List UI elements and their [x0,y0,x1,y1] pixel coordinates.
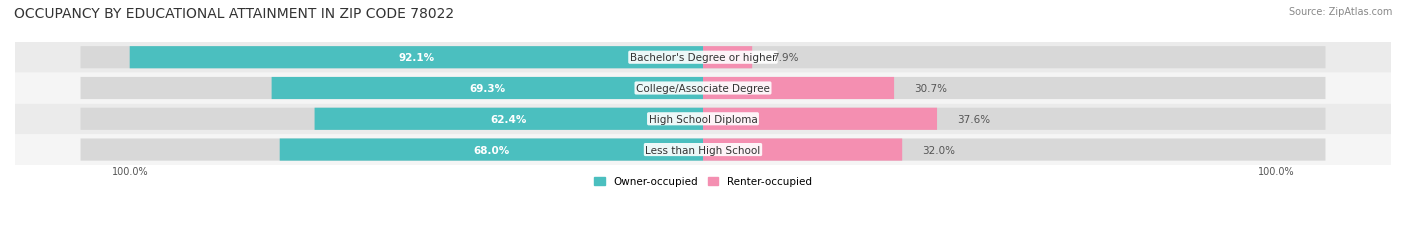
FancyBboxPatch shape [15,43,1391,73]
FancyBboxPatch shape [80,78,703,100]
FancyBboxPatch shape [15,135,1391,165]
FancyBboxPatch shape [15,104,1391,135]
FancyBboxPatch shape [80,139,703,161]
FancyBboxPatch shape [15,73,1391,104]
FancyBboxPatch shape [703,139,1326,161]
Text: 37.6%: 37.6% [956,114,990,124]
FancyBboxPatch shape [129,47,703,69]
FancyBboxPatch shape [703,108,1326,130]
FancyBboxPatch shape [271,78,703,100]
FancyBboxPatch shape [80,47,703,69]
Text: Source: ZipAtlas.com: Source: ZipAtlas.com [1288,7,1392,17]
FancyBboxPatch shape [703,47,752,69]
FancyBboxPatch shape [703,78,1326,100]
FancyBboxPatch shape [315,108,703,130]
FancyBboxPatch shape [703,78,894,100]
Text: 32.0%: 32.0% [922,145,955,155]
Text: 68.0%: 68.0% [474,145,509,155]
FancyBboxPatch shape [703,139,903,161]
Text: 92.1%: 92.1% [398,53,434,63]
Text: OCCUPANCY BY EDUCATIONAL ATTAINMENT IN ZIP CODE 78022: OCCUPANCY BY EDUCATIONAL ATTAINMENT IN Z… [14,7,454,21]
FancyBboxPatch shape [80,108,703,130]
FancyBboxPatch shape [703,108,936,130]
Text: College/Associate Degree: College/Associate Degree [636,84,770,94]
Text: 7.9%: 7.9% [772,53,799,63]
FancyBboxPatch shape [703,47,1326,69]
FancyBboxPatch shape [280,139,703,161]
Text: 100.0%: 100.0% [111,167,148,177]
Text: 62.4%: 62.4% [491,114,527,124]
Text: 100.0%: 100.0% [1258,167,1295,177]
Text: High School Diploma: High School Diploma [648,114,758,124]
Text: Bachelor's Degree or higher: Bachelor's Degree or higher [630,53,776,63]
Legend: Owner-occupied, Renter-occupied: Owner-occupied, Renter-occupied [591,172,815,191]
Text: Less than High School: Less than High School [645,145,761,155]
Text: 30.7%: 30.7% [914,84,946,94]
Text: 69.3%: 69.3% [470,84,505,94]
